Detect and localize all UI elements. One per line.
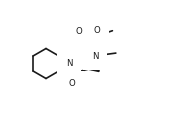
Text: N: N (92, 52, 99, 61)
Text: O: O (68, 36, 75, 44)
Text: O: O (93, 26, 100, 35)
Text: O: O (75, 27, 82, 36)
Text: O: O (68, 79, 75, 88)
Polygon shape (88, 68, 99, 72)
Polygon shape (87, 37, 89, 48)
Polygon shape (59, 56, 69, 62)
Text: N: N (66, 59, 72, 68)
